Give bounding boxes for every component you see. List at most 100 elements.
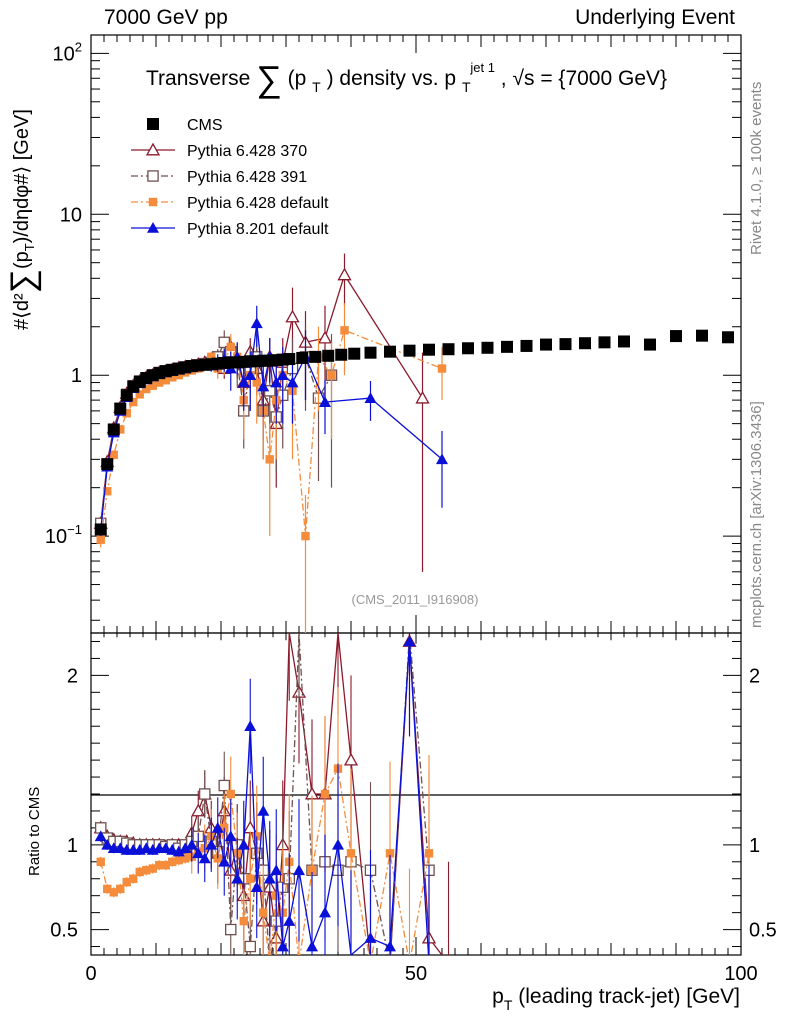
main-axis-ticks <box>90 35 742 633</box>
ratio-tick-label: 1 <box>67 835 78 857</box>
data-point <box>101 458 114 471</box>
x-label-t: T <box>504 997 513 1013</box>
data-point <box>207 352 216 362</box>
data-point <box>168 373 177 382</box>
data-point <box>135 390 144 399</box>
legend-item-pythia-6-428-default: Pythia 6.428 default <box>131 195 329 212</box>
legend-item-pythia-8-201-default: Pythia 8.201 default <box>131 221 329 238</box>
series-cms <box>94 329 734 536</box>
y-tick-label: 10−1 <box>45 522 82 548</box>
ratio-point <box>192 847 205 859</box>
data-point <box>114 402 127 415</box>
legend-item-pythia-6-428-370: Pythia 6.428 370 <box>131 142 307 160</box>
x-axis-label: pT (leading track-jet) [GeV] <box>492 985 740 1013</box>
chart-title: Transverse ∑ (p T ) density vs. p T jet … <box>146 54 667 99</box>
data-point <box>283 353 296 366</box>
ratio-point <box>319 906 331 918</box>
ratio-point <box>155 860 164 870</box>
data-point <box>301 531 310 541</box>
ratio-point <box>231 872 244 884</box>
ratio-point <box>135 867 144 877</box>
data-point <box>319 396 331 407</box>
ratio-point <box>346 849 356 858</box>
ratio-point <box>161 860 170 870</box>
ratio-point <box>198 788 211 800</box>
analysis-tag: (CMS_2011_I916908) <box>352 592 479 607</box>
ratio-point <box>224 923 237 936</box>
data-point <box>286 376 299 388</box>
ratio-tick-label-right: 0.5 <box>749 920 777 942</box>
ratio-series-pythia-8-201-default <box>94 633 430 955</box>
legend-label: Pythia 6.428 391 <box>187 169 307 186</box>
data-point <box>644 338 656 351</box>
data-point <box>340 326 349 335</box>
data-point <box>520 339 533 352</box>
ratio-series-pythia-6-428-default <box>96 687 434 955</box>
ratio-point <box>129 874 138 883</box>
ratio-point <box>364 932 377 943</box>
data-point <box>265 455 274 464</box>
ratio-point <box>181 854 190 863</box>
ratio-point <box>385 849 395 858</box>
data-point <box>257 380 270 392</box>
ratio-point <box>172 845 185 857</box>
data-point <box>364 392 377 403</box>
x-tick-label: 50 <box>405 963 427 985</box>
legend-item-pythia-6-428-391: Pythia 6.428 391 <box>131 169 307 186</box>
data-point <box>309 350 322 363</box>
data-point <box>415 390 430 404</box>
data-point <box>252 378 261 387</box>
data-point <box>423 343 435 356</box>
ratio-point <box>142 866 151 875</box>
ratio-point <box>116 884 125 894</box>
y-tick-label: 10 <box>60 204 82 226</box>
data-point <box>226 342 235 352</box>
data-point <box>129 397 138 407</box>
ratio-point <box>185 838 198 850</box>
legend-marker <box>147 170 159 182</box>
ratio-point <box>122 877 131 887</box>
ratio-axis-ticks <box>90 633 742 955</box>
ratio-tick-label-right: 2 <box>749 665 760 687</box>
data-point <box>161 376 170 385</box>
data-point <box>442 343 455 356</box>
tick-labels: 0 50 100 10−1 1 10 102 0.5 0.5 1 1 2 2 <box>45 39 777 985</box>
data-point <box>285 309 300 323</box>
header-energy: 7000 GeV pp <box>104 6 228 29</box>
data-point <box>148 381 157 390</box>
legend-label: Pythia 6.428 370 <box>187 143 307 160</box>
data-point <box>96 535 105 544</box>
legend-label: CMS <box>187 117 223 134</box>
data-point <box>116 425 125 434</box>
ratio-series-pythia-6-428-391 <box>95 633 435 955</box>
y-label-c: )/dηdφ#⟩ [GeV] <box>11 109 33 243</box>
ratio-point <box>343 752 359 766</box>
data-point <box>481 341 494 354</box>
ratio-point <box>94 830 107 842</box>
ratio-point <box>191 803 206 817</box>
data-point <box>403 344 416 357</box>
data-point <box>218 336 230 349</box>
title-mid: ) density vs. p <box>327 67 457 90</box>
data-point <box>335 348 348 361</box>
data-point <box>696 329 708 342</box>
ratio-tick-label: 2 <box>67 665 78 687</box>
x-label-rest: (leading track-jet) [GeV] <box>512 985 740 1008</box>
title-t2: T <box>462 79 471 95</box>
y-label-t: T <box>22 243 37 251</box>
data-point <box>317 330 333 344</box>
ratio-point <box>246 874 255 883</box>
x-tick-label: 0 <box>85 963 96 985</box>
ratio-point <box>283 915 296 926</box>
data-point <box>559 338 572 351</box>
data-point <box>270 376 283 388</box>
data-point <box>322 349 335 362</box>
ratio-panel-frame <box>90 632 742 956</box>
ratio-point <box>276 940 289 952</box>
ratio-point <box>148 864 157 873</box>
title-sup: jet 1 <box>469 60 495 75</box>
data-point <box>142 384 151 394</box>
legend-item-cms: CMS <box>147 117 223 134</box>
header-process: Underlying Event <box>575 6 735 29</box>
data-point <box>327 370 336 380</box>
